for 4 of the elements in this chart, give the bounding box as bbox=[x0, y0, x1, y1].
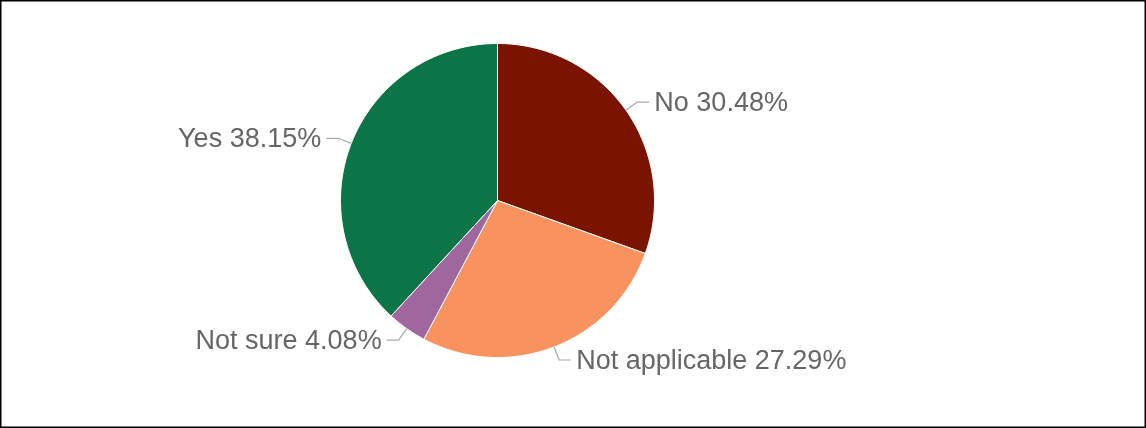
slice-label: Yes 38.15% bbox=[178, 123, 322, 154]
slice-label: Not sure 4.08% bbox=[195, 325, 382, 356]
slice-label: No 30.48% bbox=[654, 87, 788, 118]
slice-label: Not applicable 27.29% bbox=[576, 344, 847, 375]
